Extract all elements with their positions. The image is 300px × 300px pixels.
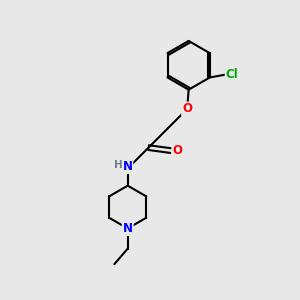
Text: H: H <box>114 160 123 170</box>
Text: N: N <box>123 222 133 235</box>
Text: Cl: Cl <box>226 68 238 81</box>
Text: N: N <box>123 160 133 173</box>
Text: O: O <box>172 144 182 157</box>
Text: O: O <box>182 103 192 116</box>
